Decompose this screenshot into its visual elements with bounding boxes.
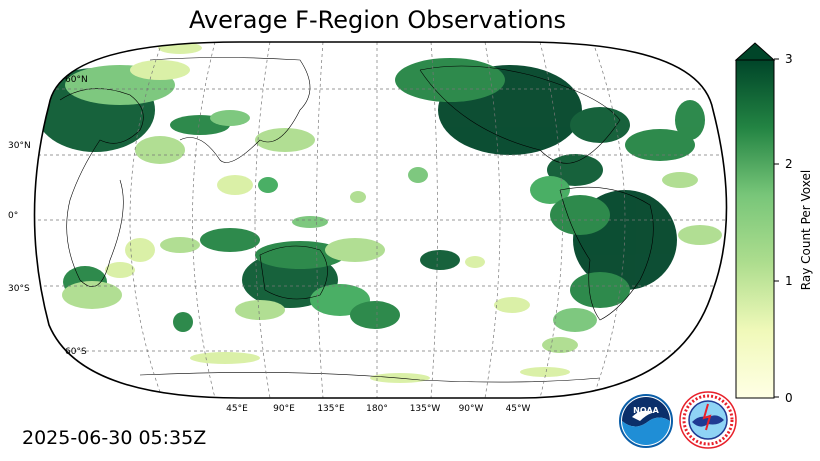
map-title: Average F-Region Observations	[188, 6, 567, 34]
lon-label-135e: 135°E	[317, 404, 345, 414]
colorbar-tick-0: 0	[785, 391, 793, 405]
lat-label-60n: 60°N	[65, 75, 88, 85]
graticule	[34, 42, 727, 398]
coastlines	[59, 57, 654, 383]
lon-label-180: 180°	[366, 404, 388, 414]
lon-label-45e: 45°E	[226, 404, 248, 414]
colorbar-label: Ray Count Per Voxel	[799, 169, 813, 291]
lon-label-135w: 135°W	[409, 404, 441, 414]
lat-label-60s: 60°S	[65, 347, 87, 357]
lon-label-45w: 45°W	[505, 404, 531, 414]
colorbar	[734, 42, 779, 399]
lon-label-90w: 90°W	[458, 404, 484, 414]
lon-label-90e: 90°E	[273, 404, 295, 414]
data-layer	[34, 42, 727, 398]
lat-label-30n: 30°N	[8, 141, 31, 151]
colorbar-extend-arrow	[734, 42, 776, 61]
lat-label-30s: 30°S	[8, 284, 30, 294]
timestamp: 2025-06-30 05:35Z	[22, 427, 207, 449]
colorbar-tick-3: 3	[785, 52, 793, 66]
noaa-logo-text: NOAA	[633, 406, 659, 415]
lat-label-0: 0°	[8, 211, 19, 221]
colorbar-gradient	[735, 59, 775, 399]
nws-logo	[679, 391, 737, 449]
colorbar-tick-2: 2	[785, 157, 793, 171]
colorbar-tick-1: 1	[785, 274, 793, 288]
noaa-logo: NOAA	[619, 394, 673, 448]
